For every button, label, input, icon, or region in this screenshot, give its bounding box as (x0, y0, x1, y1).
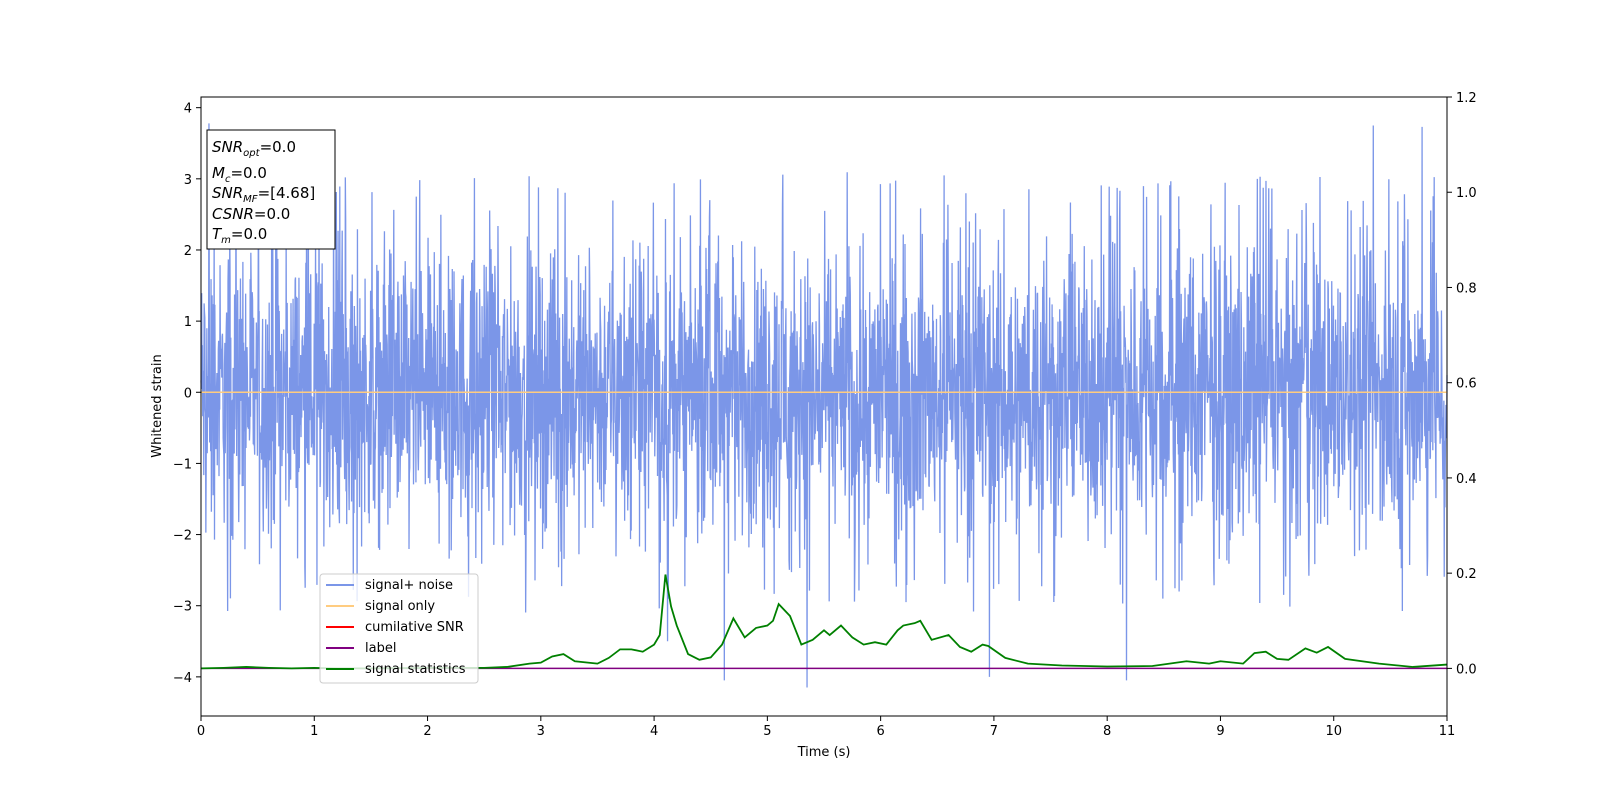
y-axis-right: 1.2 1.0 0.8 0.6 0.4 0.2 0.0 (1447, 91, 1477, 677)
legend-label-cumulative-snr: cumilative SNR (365, 620, 464, 635)
info-csnr: CSNR=0.0 (212, 205, 290, 223)
y-tick-label: 0 (184, 386, 192, 401)
legend-label-signal-statistics: signal statistics (365, 662, 466, 677)
noise-series (200, 123, 1448, 688)
x-axis: 0 1 2 3 4 5 6 7 8 9 10 11 (197, 716, 1455, 739)
noise-trace (200, 123, 1448, 688)
y-tick-label: −4 (173, 671, 192, 686)
x-tick-label: 9 (1216, 724, 1224, 739)
plot-frame (200, 96, 1448, 717)
x-tick-label: 10 (1325, 724, 1342, 739)
x-tick-label: 8 (1103, 724, 1111, 739)
x-tick-label: 2 (423, 724, 431, 739)
y2-tick-label: 0.8 (1456, 281, 1477, 296)
y-tick-label: 2 (184, 244, 192, 259)
y2-tick-label: 0.6 (1456, 377, 1477, 392)
info-snr-mf: SNRMF=[4.68] (212, 184, 315, 205)
legend-frame (319, 573, 479, 684)
x-tick-label: 0 (197, 724, 205, 739)
y2-tick-label: 1.2 (1456, 91, 1477, 106)
y2-tick-label: 0.2 (1456, 567, 1477, 582)
info-merger-time: Tm=0.0 (212, 225, 267, 246)
legend-label-noise: signal+ noise (365, 578, 453, 593)
legend: signal+ noise signal only cumilative SNR… (319, 573, 479, 684)
y-axis-label: Whitened strain (150, 354, 165, 457)
info-chirp-mass: Mc=0.0 (212, 164, 267, 185)
x-tick-label: 4 (650, 724, 658, 739)
y-tick-label: −2 (173, 529, 192, 544)
y-tick-label: 3 (184, 173, 192, 188)
x-tick-label: 7 (990, 724, 998, 739)
y2-tick-label: 0.0 (1456, 662, 1477, 677)
x-tick-label: 6 (876, 724, 884, 739)
y-axis-left: 4 3 2 1 0 −1 −2 −3 −4 (173, 102, 201, 686)
x-tick-label: 5 (763, 724, 771, 739)
x-tick-label: 11 (1439, 724, 1456, 739)
signal-statistics-series (200, 574, 1448, 670)
y2-tick-label: 1.0 (1456, 186, 1477, 201)
signal-statistics-line (200, 574, 1448, 670)
x-axis-label: Time (s) (797, 745, 851, 760)
info-box: SNRopt=0.0 Mc=0.0 SNRMF=[4.68] CSNR=0.0 … (206, 129, 336, 250)
info-snr-opt: SNRopt=0.0 (212, 138, 296, 159)
legend-label-label: label (365, 641, 396, 656)
y-tick-label: −1 (173, 457, 192, 472)
x-tick-label: 1 (310, 724, 318, 739)
y-tick-label: 1 (184, 315, 192, 330)
legend-label-signal-only: signal only (365, 599, 435, 614)
y2-tick-label: 0.4 (1456, 472, 1477, 487)
info-box-frame (206, 129, 336, 250)
y-tick-label: −3 (173, 600, 192, 615)
x-tick-label: 3 (537, 724, 545, 739)
y-tick-label: 4 (184, 102, 192, 117)
